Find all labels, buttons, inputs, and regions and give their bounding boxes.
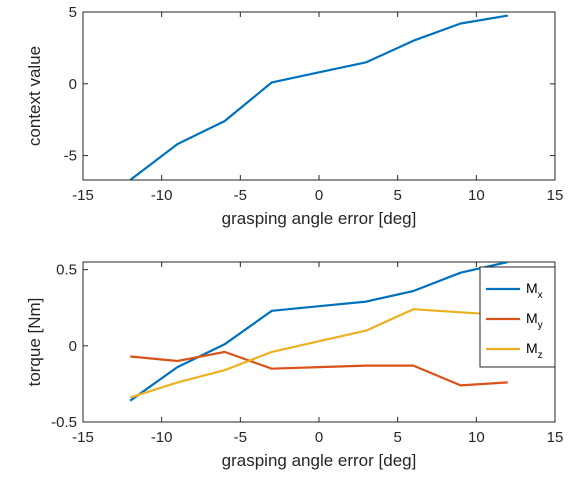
x-tick-label: -15 [72,429,94,446]
legend-entry-x: Mx [526,280,543,301]
x-tick-label: -15 [72,187,94,204]
x-tick-label: -10 [151,429,173,446]
plot-area [82,11,556,181]
series-line-z [129,308,508,399]
chart-1: -15 -10 -5 0 5 10 15 -5 0 5 grasping angle error [… [25,4,563,228]
y-tick-label: 0 [69,76,77,93]
x-tick-label: 15 [547,187,564,204]
x-tick-label: -5 [234,187,247,204]
y-axis-label: torque [Nm] [25,298,44,387]
legend-entry-subscript: y [538,320,543,331]
legend-entry-subscript: z [538,350,543,361]
y-tick-label: -5 [64,148,77,165]
y-tick-label: 0 [69,338,77,355]
chart-2: -15 -10 -5 0 5 10 15 -0.5 0 0.5 grasping angle err… [25,261,564,470]
x-tick-label: 15 [547,429,564,446]
y-tick-label: -0.5 [51,414,77,431]
legend-entry-name: M [526,340,538,356]
x-tick-label: 0 [315,429,323,446]
y-tick-label: 5 [69,4,77,21]
x-tick-label: -10 [151,187,173,204]
y-tick-label: 0.5 [56,262,77,279]
y-axis-label: context value [25,46,44,146]
legend-entry-z: Mz [526,340,543,361]
series-line-x [129,262,509,402]
legend-entry-y: My [526,310,543,331]
legend-box [479,266,556,368]
series-line-1 [129,14,508,180]
legend-entry-subscript: x [538,290,543,301]
x-tick-label: 5 [393,187,401,204]
x-axis-label: grasping angle error [deg] [222,451,417,470]
x-tick-label: -5 [234,429,247,446]
x-axis-label: grasping angle error [deg] [222,209,417,228]
legend-entry-name: M [526,310,538,326]
x-tick-label: 10 [468,187,485,204]
legend-entry-name: M [526,280,538,296]
x-tick-label: 0 [315,187,323,204]
x-tick-label: 5 [393,429,401,446]
x-tick-label: 10 [468,429,485,446]
series-line-y [130,350,508,387]
